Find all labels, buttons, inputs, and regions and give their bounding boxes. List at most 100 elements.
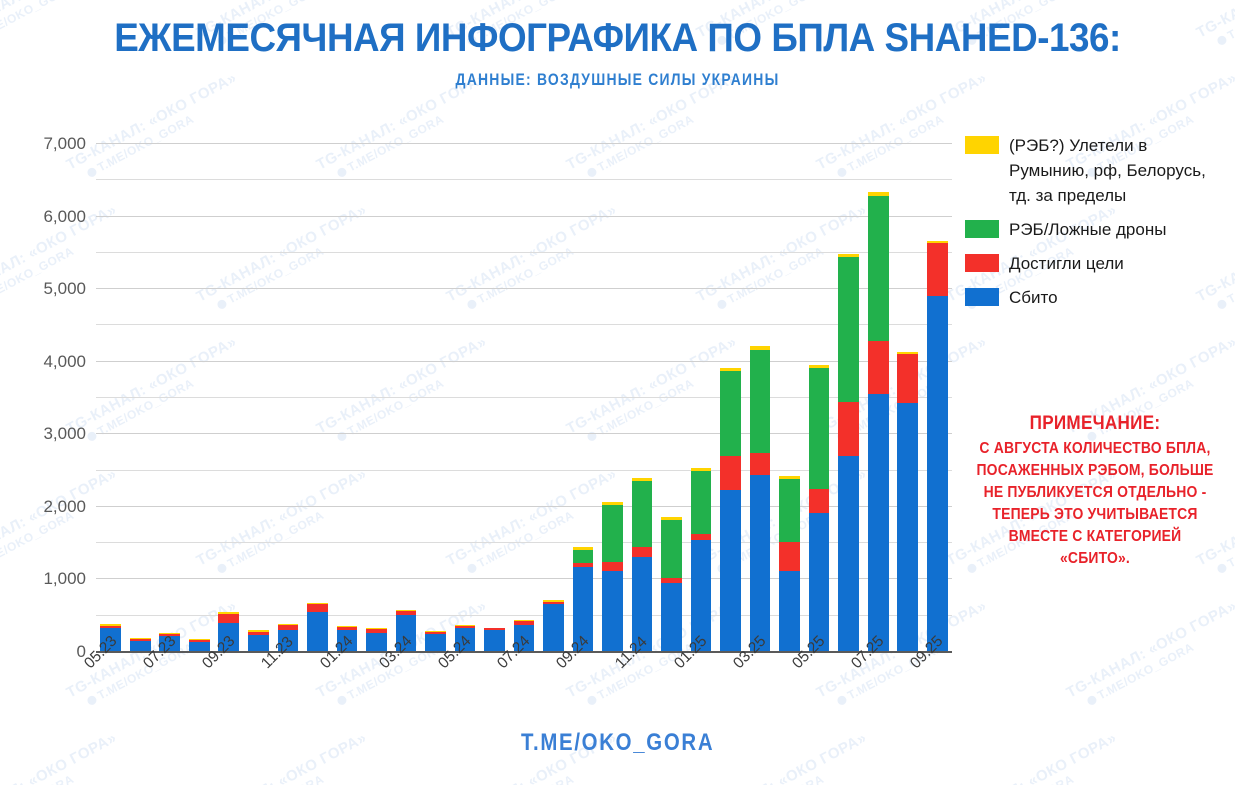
- legend-swatch-icon: [965, 136, 999, 154]
- bar-04.24[interactable]: [425, 630, 446, 652]
- legend-item-2[interactable]: Достигли цели: [965, 251, 1225, 276]
- bar-03.25[interactable]: [749, 346, 771, 652]
- bar-segment-(РЭБ?) Улетели в Румынию, рф, Белорусь, тд. за пределы: [749, 346, 771, 351]
- bar-11.24[interactable]: [631, 477, 653, 652]
- bar-segment-(РЭБ?) Улетели в Румынию, рф, Белорусь, тд. за пределы: [188, 638, 210, 641]
- gridline-major: [96, 433, 952, 435]
- bar-09.25[interactable]: [926, 240, 948, 652]
- bar-05.24[interactable]: [454, 625, 476, 652]
- bar-segment-Сбито: [484, 630, 505, 652]
- bar-segment-(РЭБ?) Улетели в Румынию, рф, Белорусь, тд. за пределы: [543, 600, 564, 602]
- y-axis-tick-label: 4,000: [43, 351, 86, 371]
- bar-segment-(РЭБ?) Улетели в Румынию, рф, Белорусь, тд. за пределы: [631, 477, 653, 481]
- bar-07.23[interactable]: [159, 632, 181, 652]
- legend-item-0[interactable]: (РЭБ?) Улетели в Румынию, рф, Белорусь, …: [965, 133, 1225, 208]
- bar-10.24[interactable]: [602, 502, 623, 652]
- legend-item-label: РЭБ/Ложные дроны: [1009, 220, 1167, 239]
- gridline-minor: [96, 251, 952, 253]
- bar-segment-Достигли цели: [808, 489, 830, 514]
- bar-segment-Достигли цели: [631, 546, 653, 557]
- bar-segment-(РЭБ?) Улетели в Румынию, рф, Белорусь, тд. за пределы: [690, 468, 712, 471]
- bar-segment-Достигли цели: [513, 621, 535, 626]
- legend-item-3[interactable]: Сбито: [965, 285, 1225, 310]
- bar-segment-Достигли цели: [395, 611, 417, 616]
- bar-10.23[interactable]: [248, 630, 269, 652]
- bar-segment-Достигли цели: [867, 341, 889, 394]
- bar-08.23[interactable]: [188, 638, 210, 652]
- gridline-major: [96, 505, 952, 507]
- bar-segment-(РЭБ?) Улетели в Румынию, рф, Белорусь, тд. за пределы: [720, 367, 741, 372]
- bar-06.25[interactable]: [838, 254, 859, 652]
- y-axis-tick-label: 5,000: [43, 279, 86, 299]
- bar-segment-РЭБ/Ложные дроны: [602, 505, 623, 563]
- gridline-minor: [96, 469, 952, 471]
- bar-segment-(РЭБ?) Улетели в Румынию, рф, Белорусь, тд. за пределы: [926, 240, 948, 244]
- header: ЕЖЕМЕСЯЧНАЯ ИНФОГРАФИКА ПО БПЛА SHAHED-1…: [0, 0, 1235, 90]
- y-axis-tick-label: 3,000: [43, 424, 86, 444]
- bar-04.25[interactable]: [779, 476, 800, 652]
- bar-segment-(РЭБ?) Улетели в Румынию, рф, Белорусь, тд. за пределы: [602, 502, 623, 506]
- bar-segment-Достигли цели: [661, 577, 682, 584]
- bar-segment-РЭБ/Ложные дроны: [631, 480, 653, 547]
- bar-segment-Сбито: [218, 623, 240, 652]
- bar-segment-(РЭБ?) Улетели в Румынию, рф, Белорусь, тд. за пределы: [307, 602, 328, 605]
- bar-segment-Достигли цели: [425, 631, 446, 634]
- bar-segment-Сбито: [690, 539, 712, 652]
- bar-08.25[interactable]: [897, 352, 919, 652]
- y-axis-tick-label: 7,000: [43, 134, 86, 153]
- legend-item-1[interactable]: РЭБ/Ложные дроны: [965, 217, 1225, 242]
- telegram-handle[interactable]: T.ME/OKO_GORA: [520, 729, 715, 756]
- bar-segment-(РЭБ?) Улетели в Румынию, рф, Белорусь, тд. за пределы: [218, 612, 240, 614]
- bar-segment-(РЭБ?) Улетели в Румынию, рф, Белорусь, тд. за пределы: [484, 627, 505, 629]
- bar-segment-Достигли цели: [484, 628, 505, 631]
- bar-segment-Сбито: [867, 393, 889, 652]
- bar-09.23[interactable]: [218, 612, 240, 652]
- bar-02.25[interactable]: [720, 367, 741, 652]
- legend-item-label: Сбито: [1009, 288, 1058, 307]
- bar-segment-Сбито: [100, 628, 122, 652]
- bar-segment-Достигли цели: [897, 353, 919, 404]
- bar-segment-Сбито: [602, 570, 623, 652]
- bar-06.24[interactable]: [484, 627, 505, 652]
- bar-segment-Сбито: [336, 630, 358, 652]
- bar-05.23[interactable]: [100, 624, 122, 652]
- bar-06.23[interactable]: [129, 638, 151, 652]
- bar-12.23[interactable]: [307, 602, 328, 652]
- bar-segment-(РЭБ?) Улетели в Румынию, рф, Белорусь, тд. за пределы: [779, 476, 800, 479]
- bar-series-container: [96, 144, 952, 652]
- bar-08.24[interactable]: [543, 600, 564, 652]
- bar-segment-Сбито: [808, 513, 830, 652]
- bar-segment-Достигли цели: [336, 627, 358, 631]
- bar-segment-Сбито: [188, 641, 210, 652]
- bar-12.24[interactable]: [661, 517, 682, 652]
- bar-segment-Сбито: [366, 632, 387, 652]
- bar-11.23[interactable]: [277, 623, 299, 652]
- bar-segment-(РЭБ?) Улетели в Румынию, рф, Белорусь, тд. за пределы: [572, 546, 594, 550]
- gridline-major: [96, 215, 952, 217]
- bar-segment-РЭБ/Ложные дроны: [749, 350, 771, 454]
- bar-segment-Достигли цели: [366, 629, 387, 633]
- bar-03.24[interactable]: [395, 609, 417, 652]
- legend-swatch-icon: [965, 254, 999, 272]
- bar-segment-Сбито: [749, 474, 771, 652]
- bar-segment-Достигли цели: [100, 625, 122, 629]
- gridline-minor: [96, 614, 952, 616]
- bar-07.24[interactable]: [513, 620, 535, 652]
- bar-05.25[interactable]: [808, 365, 830, 652]
- bar-segment-(РЭБ?) Улетели в Румынию, рф, Белорусь, тд. за пределы: [336, 626, 358, 628]
- bar-01.24[interactable]: [336, 626, 358, 652]
- gridline-minor: [96, 324, 952, 326]
- bar-01.25[interactable]: [690, 468, 712, 652]
- bar-segment-Сбито: [897, 403, 919, 652]
- bar-segment-(РЭБ?) Улетели в Румынию, рф, Белорусь, тд. за пределы: [867, 192, 889, 196]
- note-title: ПРИМЕЧАНИЕ:: [1029, 413, 1161, 434]
- bar-segment-РЭБ/Ложные дроны: [779, 478, 800, 543]
- bar-segment-(РЭБ?) Улетели в Румынию, рф, Белорусь, тд. за пределы: [425, 630, 446, 632]
- bar-09.24[interactable]: [572, 546, 594, 652]
- gridline-minor: [96, 397, 952, 398]
- bar-07.25[interactable]: [867, 192, 889, 652]
- bar-segment-РЭБ/Ложные дроны: [808, 368, 830, 490]
- bar-02.24[interactable]: [366, 628, 387, 652]
- bar-segment-Достигли цели: [454, 625, 476, 629]
- bar-segment-Сбито: [779, 570, 800, 652]
